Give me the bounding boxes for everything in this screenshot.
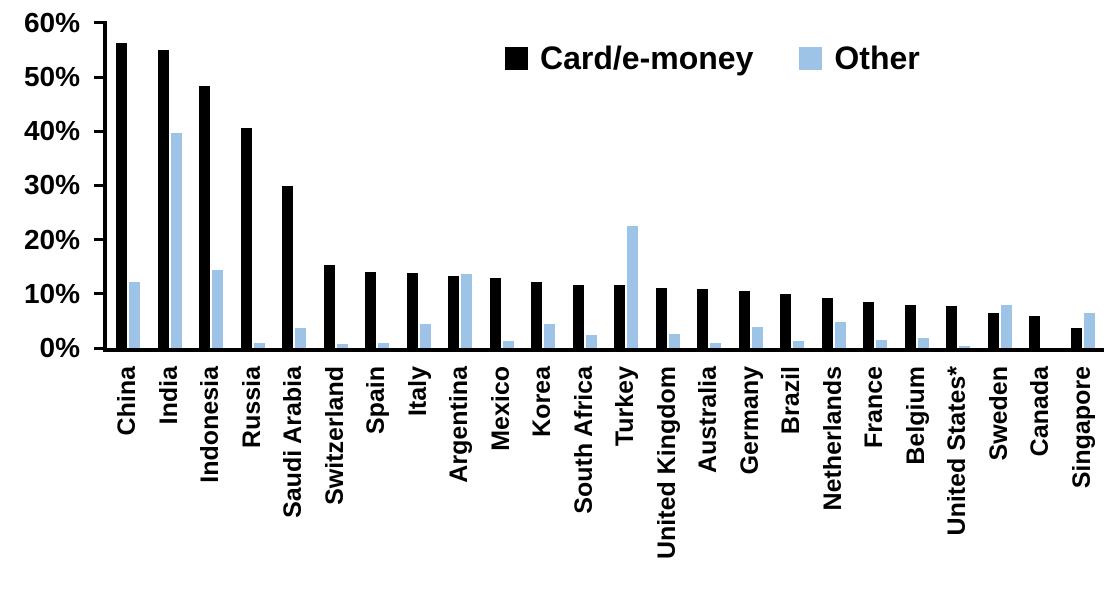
bar-card-e-money-mexico [489, 278, 501, 348]
y-tick-mark-40 [94, 129, 107, 133]
y-tick-mark-30 [94, 183, 107, 187]
legend-item-other: Other [799, 40, 920, 76]
chart-legend: Card/e-money Other [505, 40, 920, 76]
x-label-germany: Germany [735, 366, 764, 475]
x-label-argentina: Argentina [445, 366, 474, 483]
bar-other-china [129, 281, 140, 348]
legend-swatch-other [799, 46, 823, 70]
x-label-mexico: Mexico [486, 366, 515, 451]
x-label-italy: Italy [403, 366, 432, 417]
bar-other-united-kingdom [668, 334, 680, 348]
bar-other-turkey [627, 226, 638, 348]
bar-other-netherlands [834, 321, 846, 348]
y-axis-line [103, 21, 107, 352]
bar-card-e-money-china [116, 42, 127, 348]
bar-other-russia [253, 342, 265, 348]
y-tick-label-10: 10% [23, 277, 80, 309]
bar-other-sweden [1000, 304, 1012, 348]
y-tick-label-60: 60% [23, 6, 80, 38]
bar-card-e-money-turkey [614, 285, 625, 348]
x-label-indonesia: Indonesia [196, 366, 225, 483]
x-label-australia: Australia [694, 366, 723, 473]
y-tick-mark-0 [94, 346, 107, 350]
bar-card-e-money-korea [531, 281, 542, 348]
bar-other-mexico [502, 340, 514, 348]
x-label-turkey: Turkey [611, 366, 640, 447]
bar-card-e-money-indonesia [199, 86, 210, 348]
y-tick-label-0: 0% [39, 332, 80, 363]
bar-card-e-money-united-kingdom [655, 287, 667, 348]
x-label-spain: Spain [362, 366, 391, 435]
y-tick-mark-50 [94, 75, 107, 79]
x-label-brazil: Brazil [777, 366, 806, 435]
bar-other-italy [419, 324, 431, 348]
y-tick-label-40: 40% [23, 115, 80, 147]
bar-other-brazil [793, 341, 804, 348]
bar-other-united-states [959, 345, 970, 348]
bar-other-saudi-arabia [295, 327, 306, 348]
legend-item-card-e-money: Card/e-money [505, 40, 753, 76]
bar-card-e-money-australia [697, 289, 708, 348]
x-label-india: India [154, 366, 183, 425]
legend-swatch-card-e-money [505, 46, 528, 70]
bar-other-belgium [917, 337, 929, 348]
x-label-belgium: Belgium [901, 366, 930, 465]
x-label-netherlands: Netherlands [818, 366, 847, 511]
bar-card-e-money-brazil [780, 294, 791, 348]
bar-card-e-money-india [157, 49, 169, 348]
y-tick-label-20: 20% [23, 223, 80, 255]
bar-card-e-money-canada [1029, 316, 1040, 348]
bar-other-indonesia [212, 270, 223, 348]
bar-other-singapore [1083, 312, 1095, 348]
bar-card-e-money-germany [738, 290, 750, 348]
bar-card-e-money-argentina [448, 275, 459, 348]
x-label-switzerland: Switzerland [320, 366, 349, 505]
y-tick-mark-60 [94, 21, 107, 25]
x-label-russia: Russia [237, 366, 266, 448]
x-label-saudi-arabia: Saudi Arabia [279, 366, 308, 518]
bar-other-south-africa [585, 334, 597, 348]
y-tick-label-50: 50% [23, 61, 80, 92]
bar-card-e-money-belgium [904, 304, 916, 348]
bar-card-e-money-saudi-arabia [282, 186, 293, 348]
bar-card-e-money-united-states [946, 305, 957, 348]
bar-other-australia [710, 342, 721, 348]
bar-other-switzerland [336, 343, 348, 348]
x-label-singapore: Singapore [1067, 366, 1096, 489]
bar-other-germany [751, 326, 763, 348]
bar-card-e-money-spain [365, 272, 376, 348]
x-label-united-states: United States* [943, 366, 972, 536]
legend-label-card-e-money: Card/e-money [540, 40, 754, 76]
x-label-canada: Canada [1026, 366, 1055, 457]
bar-card-e-money-singapore [1070, 327, 1082, 348]
x-label-south-africa: South Africa [569, 366, 598, 514]
bar-card-e-money-switzerland [323, 264, 335, 348]
bar-card-e-money-netherlands [821, 298, 833, 348]
x-label-france: France [860, 366, 889, 448]
bar-card-e-money-south-africa [572, 285, 584, 348]
legend-label-other: Other [834, 40, 920, 76]
bar-card-e-money-sweden [987, 313, 999, 348]
bar-card-e-money-france [863, 301, 874, 348]
x-label-sweden: Sweden [984, 366, 1013, 461]
bar-other-korea [544, 324, 555, 348]
y-tick-label-30: 30% [23, 169, 80, 201]
x-label-united-kingdom: United Kingdom [652, 366, 681, 560]
y-tick-mark-20 [94, 238, 107, 242]
x-label-korea: Korea [528, 366, 557, 437]
bar-card-e-money-russia [240, 128, 252, 348]
bar-other-spain [378, 342, 389, 348]
bar-other-india [170, 132, 182, 348]
x-label-china: China [113, 366, 142, 436]
bar-other-argentina [461, 273, 472, 348]
bar-card-e-money-italy [406, 272, 418, 348]
bar-other-france [876, 339, 887, 348]
y-tick-mark-10 [94, 292, 107, 296]
x-axis-line [103, 348, 1104, 352]
